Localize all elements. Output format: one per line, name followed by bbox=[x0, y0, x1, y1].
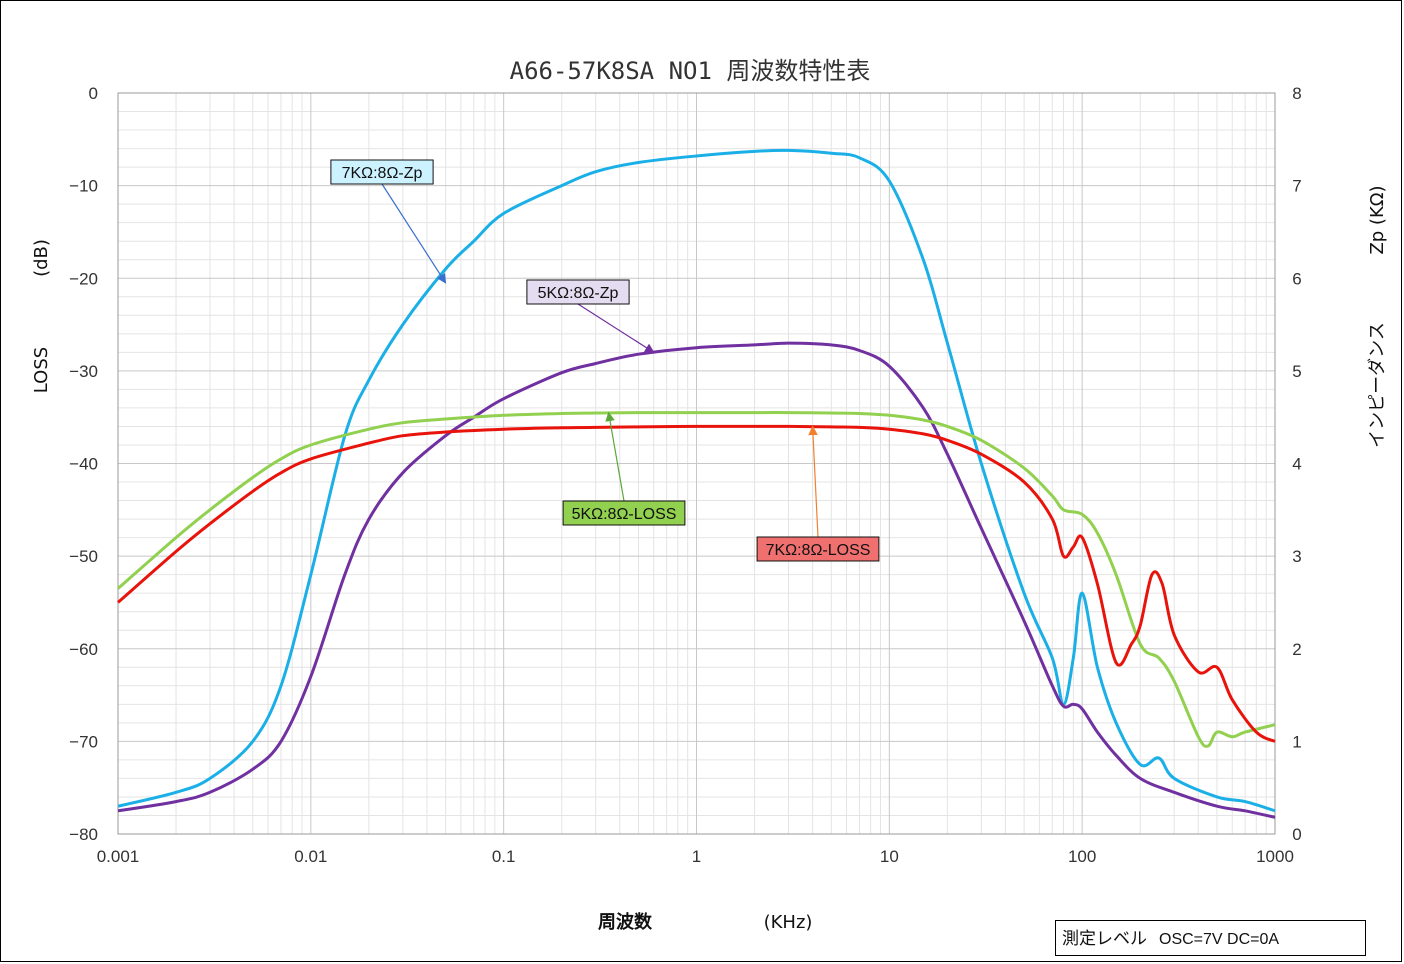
chart-title: A66-57K8SA NO1 周波数特性表 bbox=[510, 57, 871, 85]
callout-label: 7KΩ:8Ω-Zp bbox=[342, 165, 423, 182]
x-axis-label: 周波数 bbox=[598, 911, 653, 933]
callout-arrow bbox=[605, 411, 625, 502]
callout-label: 5KΩ:8Ω-Zp bbox=[538, 285, 619, 302]
left-tick-label: −50 bbox=[69, 547, 98, 566]
x-tick-label: 0.01 bbox=[294, 847, 327, 866]
right-tick-label: 4 bbox=[1292, 455, 1301, 474]
callout-box bbox=[562, 500, 686, 526]
left-tick-label: −20 bbox=[69, 269, 98, 288]
measurement-level-label: 測定レベル bbox=[1062, 929, 1147, 949]
callout-layer: 7KΩ:8Ω-Zp 5KΩ:8Ω-Zp 5KΩ:8Ω-LOSS 7KΩ:8Ω-LOSS bbox=[330, 159, 880, 562]
measurement-level-value: OSC=7V DC=0A bbox=[1159, 931, 1280, 948]
left-tick-label: 0 bbox=[89, 84, 98, 103]
left-tick-label: −40 bbox=[69, 455, 98, 474]
series-line-5k-8-zp bbox=[117, 341, 1276, 819]
right-tick-label: 0 bbox=[1292, 825, 1301, 844]
x-axis-ticks: 0.001 0.01 0.1 1 10 100 1000 bbox=[97, 847, 1294, 866]
right-tick-label: 7 bbox=[1292, 177, 1301, 196]
measurement-level-note: 測定レベル OSC=7V DC=0A bbox=[1055, 920, 1366, 956]
callout-label: 5KΩ:8Ω-LOSS bbox=[572, 506, 677, 523]
callout-box bbox=[330, 159, 434, 185]
left-tick-label: −60 bbox=[69, 640, 98, 659]
x-axis-unit: (KHz) bbox=[764, 912, 813, 933]
right-axis-label: インピーダンス bbox=[1367, 322, 1388, 448]
left-axis-label: LOSS bbox=[31, 347, 52, 393]
x-tick-label: 0.001 bbox=[97, 847, 140, 866]
left-axis-unit: (dB) bbox=[31, 239, 52, 277]
callout-arrow bbox=[808, 425, 819, 538]
x-tick-label: 10 bbox=[880, 847, 899, 866]
series-line-5k-8-loss bbox=[117, 411, 1276, 748]
x-tick-label: 0.1 bbox=[492, 847, 516, 866]
callout-arrow bbox=[381, 183, 447, 284]
right-tick-label: 1 bbox=[1292, 732, 1301, 751]
right-tick-label: 5 bbox=[1292, 362, 1301, 381]
x-tick-label: 100 bbox=[1068, 847, 1096, 866]
right-tick-label: 3 bbox=[1292, 547, 1301, 566]
callout-label: 7KΩ:8Ω-LOSS bbox=[766, 542, 871, 559]
x-tick-label: 1 bbox=[692, 847, 701, 866]
right-axis-ticks: 8 7 6 5 4 3 2 1 0 bbox=[1292, 84, 1301, 844]
left-tick-label: −80 bbox=[69, 825, 98, 844]
plot-area-border bbox=[117, 92, 1276, 835]
series-line-7k-8-loss bbox=[117, 424, 1276, 743]
series-line-7k-8-zp bbox=[117, 148, 1276, 813]
right-axis-unit: Zp (KΩ) bbox=[1367, 185, 1388, 254]
right-tick-label: 8 bbox=[1292, 84, 1301, 103]
left-tick-label: −70 bbox=[69, 732, 98, 751]
x-tick-label: 1000 bbox=[1256, 847, 1294, 866]
left-axis-ticks: 0 −10 −20 −30 −40 −50 −60 −70 −80 bbox=[69, 84, 98, 844]
callout-arrow bbox=[577, 303, 655, 353]
series-layer bbox=[117, 148, 1276, 819]
callout-box bbox=[526, 279, 630, 305]
left-tick-label: −10 bbox=[69, 177, 98, 196]
right-tick-label: 2 bbox=[1292, 640, 1301, 659]
right-tick-label: 6 bbox=[1292, 269, 1301, 288]
callout-box bbox=[756, 536, 880, 562]
left-tick-label: −30 bbox=[69, 362, 98, 381]
